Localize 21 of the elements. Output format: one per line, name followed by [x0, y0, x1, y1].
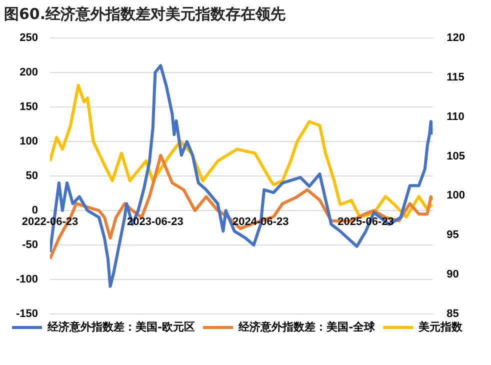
legend-label: 经济意外指数差：美国-欧元区 [46, 320, 196, 334]
legend-label: 美元指数 [418, 320, 464, 334]
y2-tick-label: 120 [446, 32, 466, 44]
y2-tick-label: 110 [446, 110, 464, 123]
y-tick-label: 250 [20, 32, 38, 44]
y2-tick-label: 85 [446, 308, 459, 320]
y2-tick-label: 100 [446, 190, 466, 202]
y-tick-label: 50 [26, 170, 38, 182]
y2-tick-label: 115 [446, 71, 464, 84]
y2-tick-label: 90 [446, 268, 459, 281]
y-tick-label: -100 [16, 274, 38, 286]
y-tick-label: 150 [20, 101, 38, 114]
y-tick-label: 100 [20, 136, 38, 148]
y2-tick-label: 105 [446, 150, 466, 162]
y-tick-label: -150 [16, 308, 38, 320]
chart-title: 图60.经济意外指数差对美元指数存在领先 [4, 4, 286, 23]
y-tick-label: 200 [20, 66, 38, 79]
y2-tick-label: 95 [446, 229, 459, 242]
y-tick-label: -50 [22, 239, 38, 252]
legend-label: 经济意外指数差：美国-全球 [238, 320, 376, 334]
y-tick-label: 0 [32, 204, 38, 217]
